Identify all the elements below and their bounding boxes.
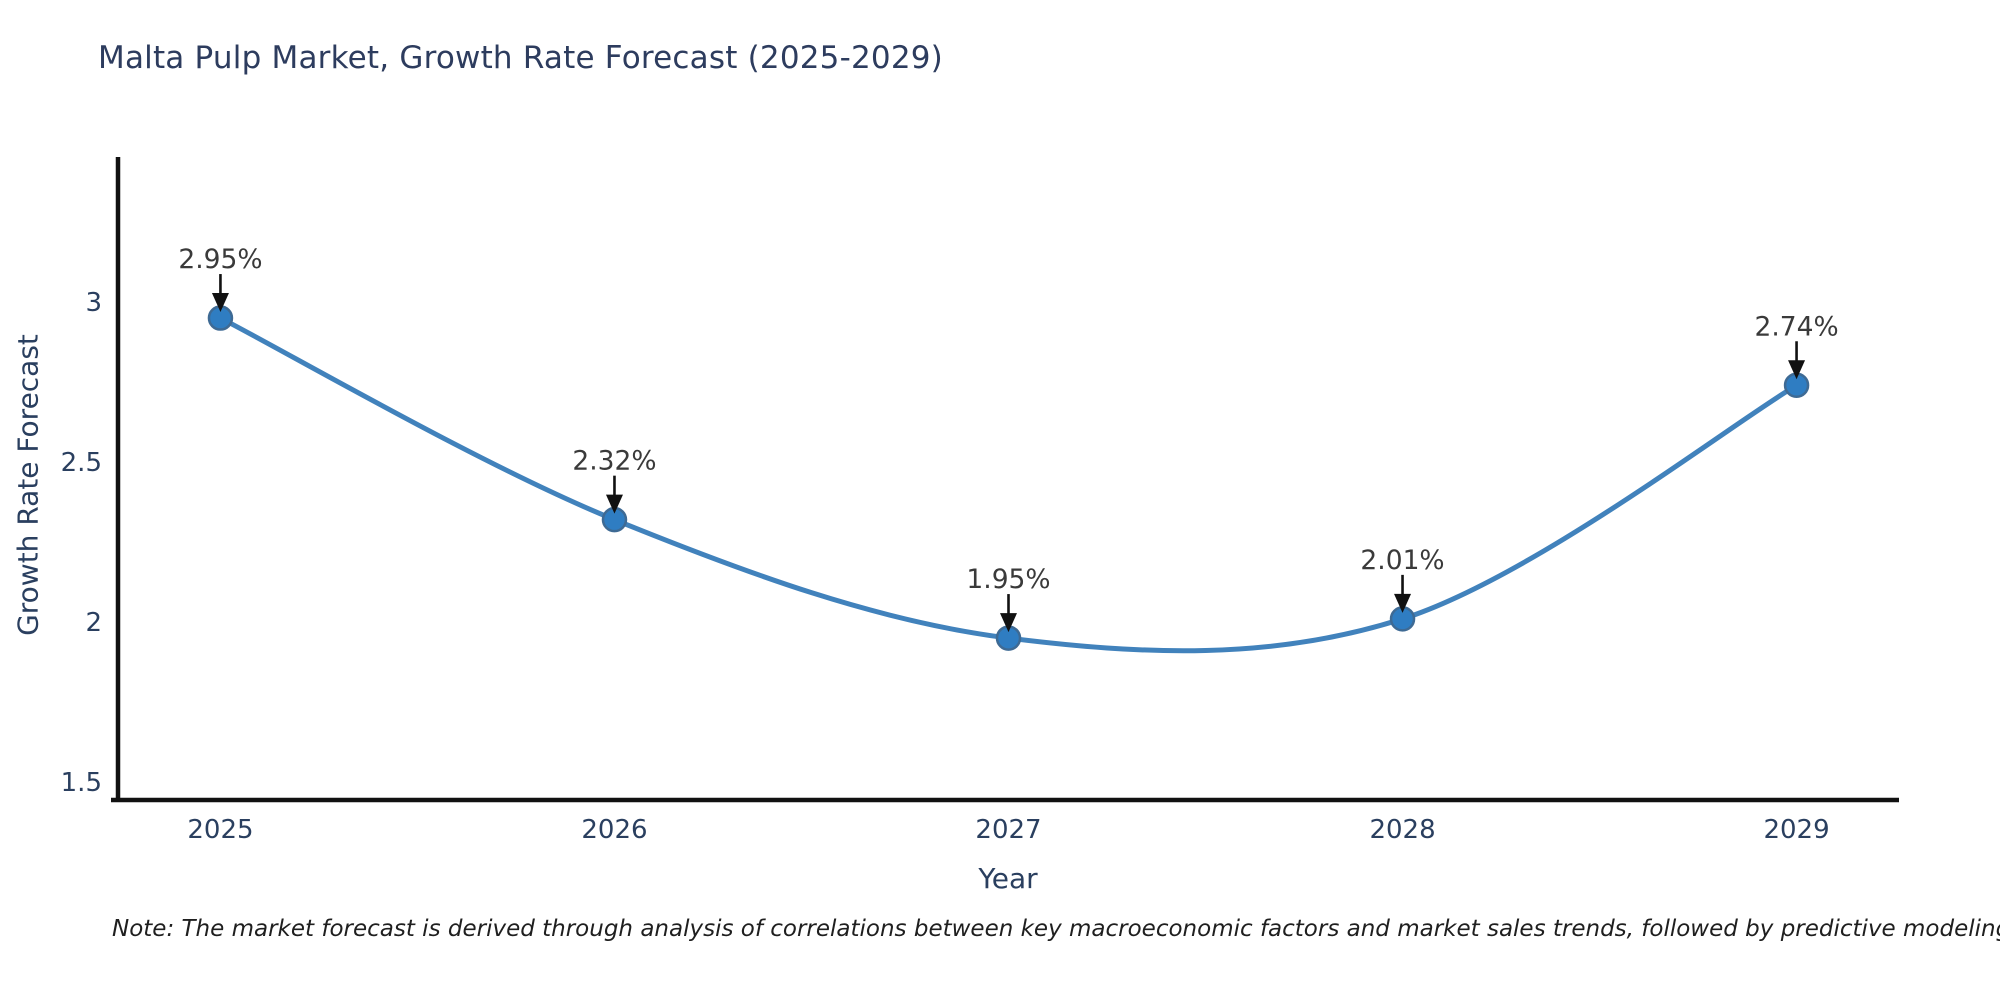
annotation-arrowhead (1788, 360, 1806, 380)
x-tick-label: 2025 (187, 815, 253, 845)
annotation-label: 2.95% (178, 244, 262, 275)
annotation-label: 1.95% (966, 564, 1050, 595)
annotation-arrowhead (605, 494, 623, 514)
x-tick-label: 2026 (581, 815, 647, 845)
y-axis-title: Growth Rate Forecast (11, 334, 45, 636)
y-tick-label: 1.5 (61, 768, 102, 798)
x-tick-label: 2028 (1369, 815, 1435, 845)
y-tick-label: 2 (85, 608, 102, 638)
chart-title: Malta Pulp Market, Growth Rate Forecast … (98, 40, 943, 76)
y-tick-label: 3 (85, 288, 102, 318)
annotation-label: 2.01% (1360, 545, 1444, 576)
annotation-label: 2.32% (572, 446, 656, 477)
x-tick-label: 2027 (975, 815, 1041, 845)
annotation-label: 2.74% (1754, 311, 1838, 342)
annotation-arrowhead (211, 293, 229, 313)
x-axis-title: Year (978, 862, 1038, 895)
x-tick-label: 2029 (1763, 815, 1829, 845)
footnote: Note: The market forecast is derived thr… (112, 916, 2000, 942)
annotation-arrowhead (1394, 593, 1412, 613)
y-tick-label: 2.5 (61, 448, 102, 478)
annotation-arrowhead (1000, 613, 1017, 633)
